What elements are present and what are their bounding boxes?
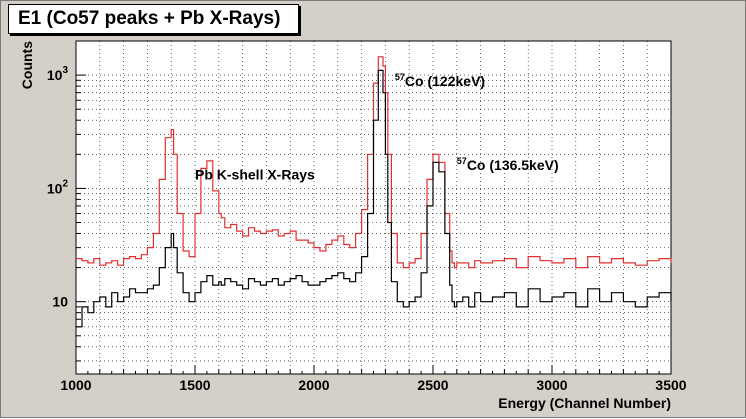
y-tick-label: 102 <box>47 178 69 196</box>
annotation-co122: 57Co (122keV) <box>395 72 485 89</box>
chart-title: E1 (Co57 peaks + Pb X-Rays) <box>8 4 299 34</box>
annotation-co136: 57Co (136.5keV) <box>457 156 559 173</box>
x-tick-label: 1500 <box>179 377 210 393</box>
x-tick-label: 2500 <box>417 377 448 393</box>
y-axis-label: Counts <box>19 41 35 89</box>
x-tick-label: 3000 <box>536 377 567 393</box>
x-axis-label: Energy (Channel Number) <box>498 395 671 411</box>
y-tick-label: 103 <box>47 65 69 83</box>
y-tick-label: 10 <box>52 294 68 310</box>
x-tick-label: 1000 <box>60 377 91 393</box>
x-tick-label: 3500 <box>655 377 686 393</box>
annotation-pb: Pb K-shell X-Rays <box>195 166 315 182</box>
x-tick-label: 2000 <box>298 377 329 393</box>
